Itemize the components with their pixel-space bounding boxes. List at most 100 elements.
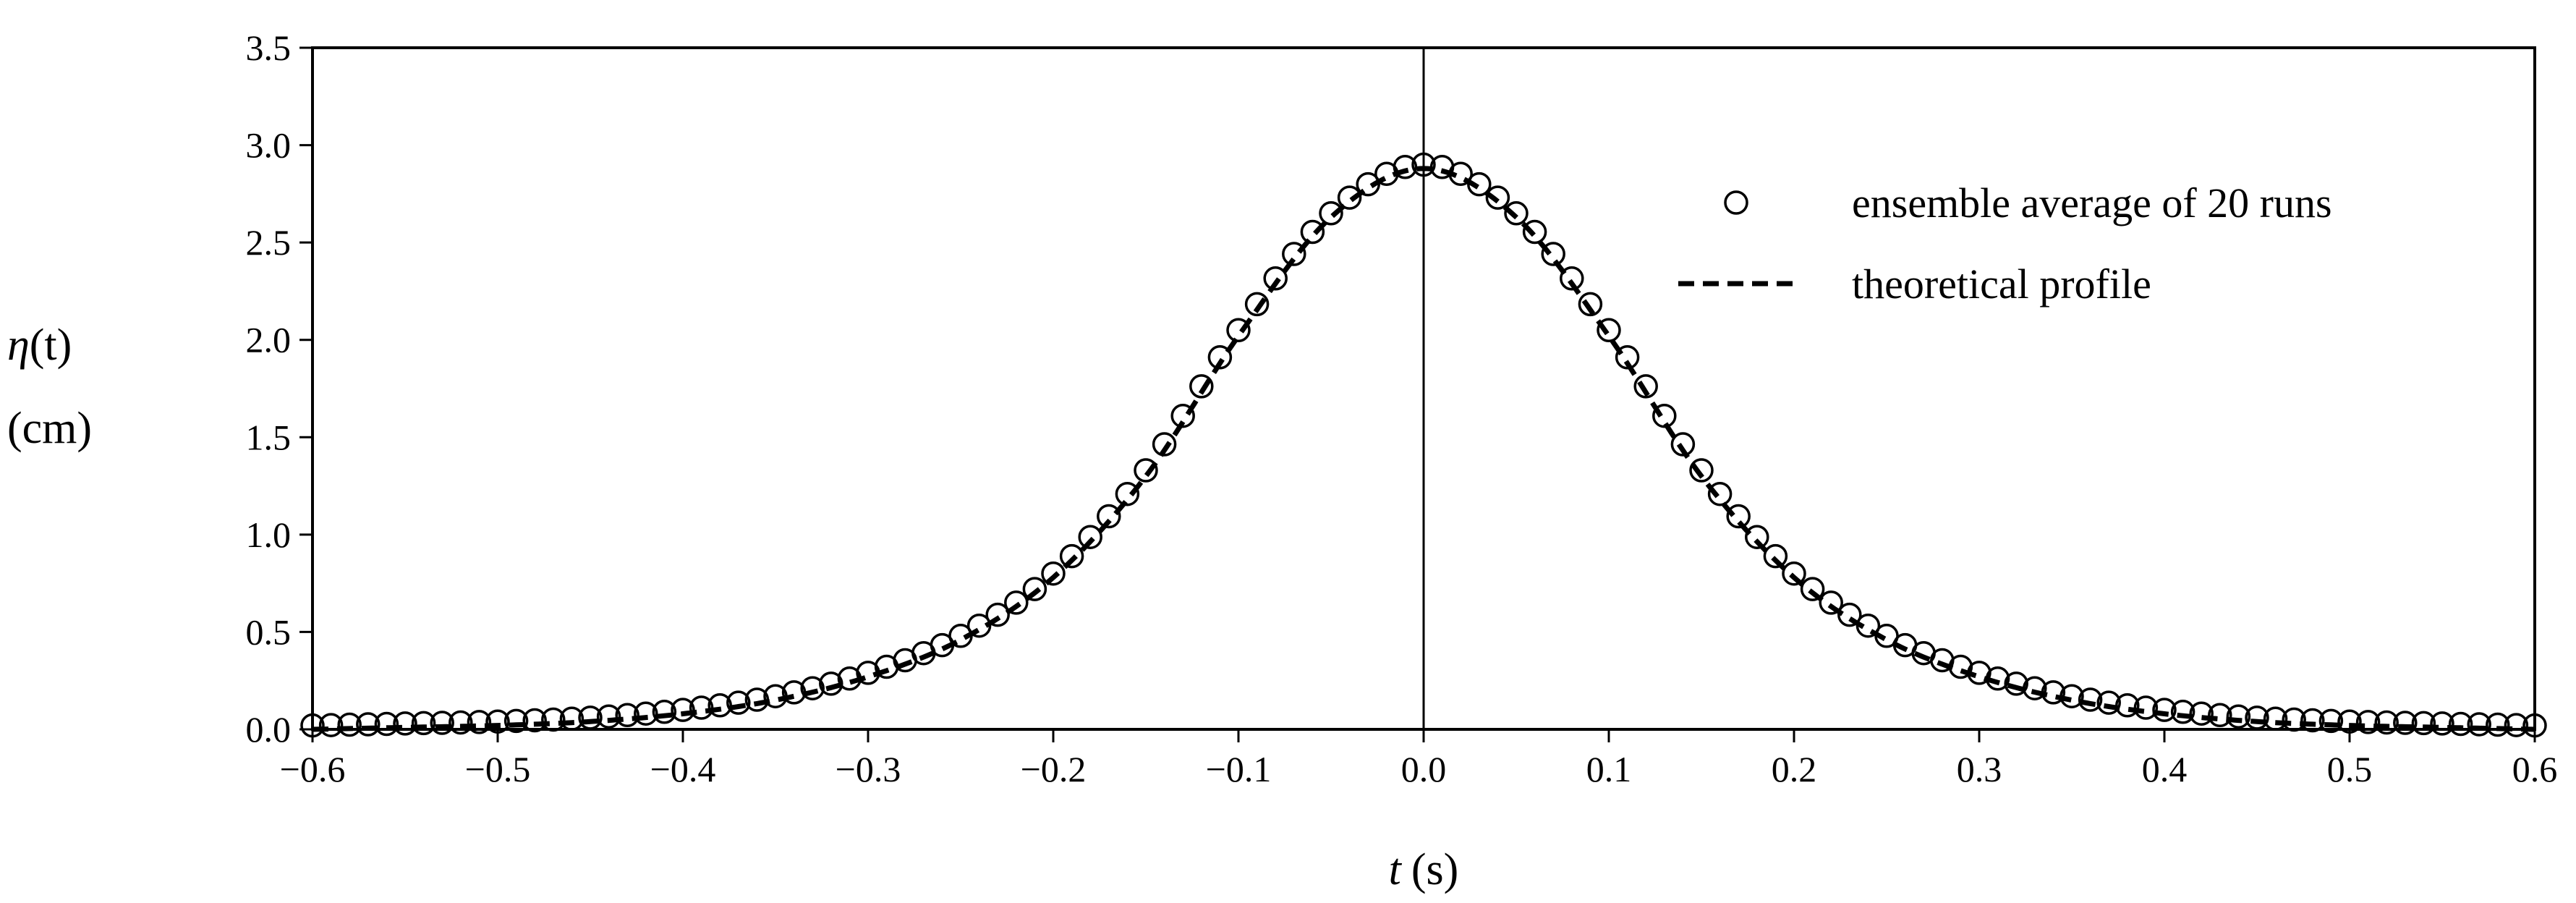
- data-point: [1207, 345, 1233, 370]
- y-tick-label: 0.0: [246, 709, 292, 750]
- data-point: [1670, 432, 1696, 457]
- data-point: [1041, 561, 1066, 586]
- data-point: [337, 712, 362, 737]
- data-point: [1745, 525, 1769, 549]
- data-point: [819, 671, 843, 696]
- data-point: [689, 695, 714, 720]
- data-point: [2263, 706, 2288, 732]
- data-point: [1189, 374, 1214, 399]
- data-point: [1356, 171, 1380, 197]
- data-point: [948, 624, 973, 648]
- data-point: [2189, 701, 2214, 726]
- data-point: [2208, 703, 2232, 728]
- data-point: [449, 710, 473, 735]
- data-point: [2245, 705, 2269, 730]
- y-axis-ticks: 0.0 0.5 1.0 1.5 2.0 2.5 3.0 3.5: [246, 27, 313, 750]
- data-point: [1800, 577, 1825, 601]
- data-point: [1985, 666, 2010, 691]
- data-point: [1170, 403, 1195, 428]
- data-point: [1337, 185, 1362, 210]
- data-point: [1819, 590, 1843, 615]
- data-point: [541, 707, 566, 732]
- data-point: [671, 698, 695, 722]
- data-point: [1560, 266, 1584, 291]
- x-tick-label: −0.5: [465, 749, 531, 789]
- data-point: [2430, 711, 2454, 736]
- ensemble-average-series: [300, 152, 2547, 738]
- data-point: [2282, 707, 2306, 732]
- data-point: [2023, 676, 2047, 700]
- data-point: [2522, 713, 2547, 738]
- data-point: [1467, 171, 1492, 197]
- x-tick-label: −0.1: [1206, 749, 1272, 789]
- data-point: [2467, 712, 2491, 737]
- data-point: [1448, 161, 1473, 186]
- data-point: [2004, 671, 2028, 696]
- data-point: [559, 706, 585, 732]
- x-axis-ticks: −0.6 −0.5 −0.4 −0.3 −0.2 −0.1 0.0 0.1 0.2 0.3 0.4 0…: [280, 729, 2558, 789]
- x-tick-label: 0.5: [2327, 749, 2373, 789]
- data-point: [1300, 219, 1325, 245]
- x-tick-label: 0.6: [2512, 749, 2558, 789]
- data-point: [1393, 155, 1418, 179]
- x-tick-label: 0.3: [1957, 749, 2002, 789]
- y-tick-label: 0.5: [246, 611, 292, 652]
- y-axis-symbol: η: [7, 321, 30, 370]
- data-point: [1022, 577, 1047, 601]
- data-point: [1967, 661, 1991, 685]
- y-tick-label: 3.5: [246, 27, 292, 68]
- data-point: [2337, 709, 2362, 734]
- data-point: [2059, 684, 2084, 708]
- data-point: [1707, 481, 1733, 506]
- data-point: [966, 613, 992, 638]
- data-point: [374, 711, 399, 737]
- y-tick-label: 1.5: [246, 417, 292, 457]
- data-point: [578, 705, 603, 730]
- data-point: [2226, 704, 2251, 729]
- data-point: [1615, 345, 1640, 370]
- data-point: [430, 711, 454, 735]
- data-point: [485, 709, 510, 734]
- data-point: [652, 700, 677, 724]
- data-point: [781, 680, 807, 705]
- data-point: [503, 708, 529, 734]
- data-point: [596, 704, 621, 729]
- data-point: [2115, 693, 2140, 718]
- x-axis-unit: (s): [1411, 845, 1458, 894]
- legend: ensemble average of 20 runs theoretical …: [1678, 179, 2332, 308]
- legend-marker-ensemble: [1724, 190, 1748, 215]
- theoretical-profile-line: [312, 166, 2535, 732]
- x-tick-label: 0.0: [1401, 749, 1447, 789]
- data-point: [1226, 318, 1251, 343]
- data-point: [1541, 242, 1565, 266]
- data-point: [300, 713, 325, 738]
- data-point: [1763, 543, 1788, 569]
- data-point: [2504, 713, 2529, 737]
- data-point: [2041, 680, 2066, 705]
- data-point: [2078, 687, 2103, 712]
- data-point: [2300, 708, 2325, 733]
- data-point: [1485, 185, 1510, 210]
- data-point: [1004, 590, 1029, 615]
- data-point: [2152, 698, 2177, 722]
- x-tick-label: −0.6: [280, 749, 346, 789]
- data-point: [1522, 219, 1547, 245]
- data-point: [1782, 561, 1806, 586]
- data-point: [1152, 432, 1177, 457]
- y-axis-argument: (t): [30, 321, 72, 370]
- y-axis-unit: (cm): [7, 404, 92, 453]
- x-tick-label: 0.1: [1586, 749, 1632, 789]
- data-point: [744, 687, 770, 712]
- data-point: [1134, 458, 1158, 483]
- data-point: [1411, 152, 1436, 177]
- data-point: [1097, 504, 1121, 529]
- data-point: [1597, 318, 1621, 343]
- data-point: [411, 711, 436, 736]
- data-point: [985, 602, 1010, 627]
- data-point: [2133, 695, 2159, 720]
- data-point: [837, 666, 862, 691]
- data-point: [2393, 711, 2418, 735]
- data-point: [2318, 708, 2344, 734]
- data-point: [1263, 266, 1288, 291]
